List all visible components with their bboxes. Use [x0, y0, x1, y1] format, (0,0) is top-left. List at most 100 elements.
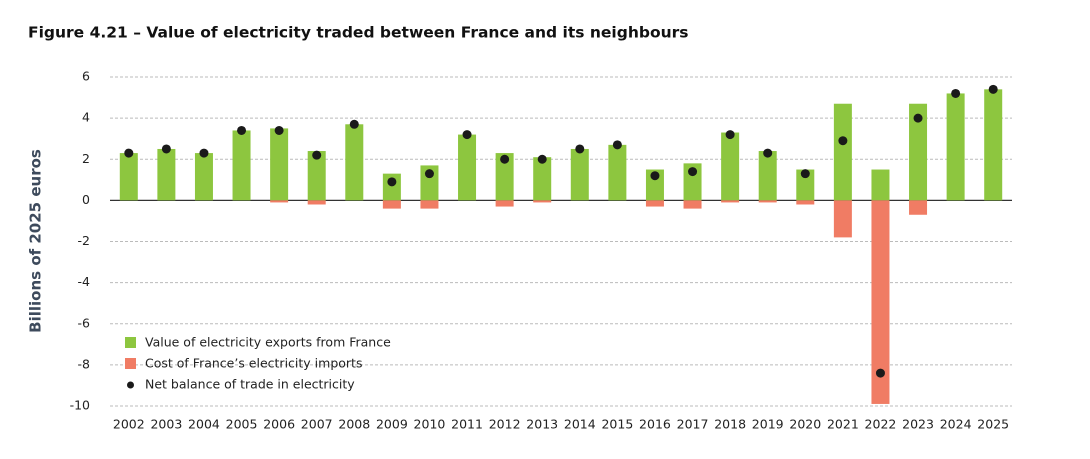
- point: [537, 154, 547, 164]
- bar: [758, 151, 777, 201]
- point: [838, 136, 848, 146]
- x-tick-label: 2012: [489, 417, 521, 432]
- x-tick-label: 2003: [150, 417, 182, 432]
- bar: [721, 132, 740, 201]
- legend-swatch: [125, 337, 136, 348]
- point: [462, 130, 472, 140]
- point: [725, 130, 735, 140]
- bar: [382, 173, 401, 201]
- point: [199, 148, 209, 158]
- chart-title: Figure 4.21 – Value of electricity trade…: [28, 24, 689, 42]
- bar: [909, 200, 928, 215]
- legend-swatch: [125, 358, 136, 369]
- x-tick-label: 2020: [789, 417, 821, 432]
- x-tick-label: 2019: [752, 417, 784, 432]
- y-tick-label: -6: [78, 315, 91, 330]
- point: [124, 148, 134, 158]
- x-tick-label: 2004: [188, 417, 220, 432]
- point: [650, 171, 660, 181]
- bar: [307, 200, 326, 205]
- bar: [420, 200, 439, 209]
- bar: [645, 200, 664, 207]
- bar: [758, 200, 777, 203]
- x-tick-label: 2011: [451, 417, 483, 432]
- bar: [533, 157, 552, 201]
- point: [612, 140, 622, 150]
- point: [575, 144, 585, 154]
- point: [688, 167, 698, 177]
- y-axis-label: Billions of 2025 euros: [27, 149, 45, 333]
- bar: [984, 89, 1003, 201]
- x-tick-label: 2013: [526, 417, 558, 432]
- x-tick-label: 2005: [226, 417, 258, 432]
- y-tick-label: -8: [78, 356, 91, 371]
- bar: [683, 163, 702, 201]
- y-tick-label: -4: [78, 274, 91, 289]
- x-tick-label: 2022: [865, 417, 897, 432]
- legend-label: Cost of France’s electricity imports: [145, 356, 362, 371]
- bar: [119, 153, 138, 201]
- y-tick-label: 0: [82, 192, 90, 207]
- bar: [382, 200, 401, 209]
- bar: [683, 200, 702, 209]
- bar: [796, 169, 815, 201]
- legend-label: Net balance of trade in electricity: [145, 377, 355, 392]
- y-tick-label: -2: [78, 233, 90, 248]
- x-tick-label: 2010: [414, 417, 446, 432]
- legend-swatch: [127, 381, 134, 389]
- bar: [232, 130, 251, 201]
- x-tick-label: 2009: [376, 417, 408, 432]
- bar: [307, 151, 326, 201]
- x-tick-label: 2014: [564, 417, 596, 432]
- point: [312, 150, 322, 160]
- point: [387, 177, 397, 187]
- bar: [909, 103, 928, 201]
- point: [349, 119, 359, 129]
- bar: [194, 153, 213, 201]
- point: [500, 154, 510, 164]
- bar: [495, 153, 514, 201]
- y-tick-label: 6: [82, 69, 90, 84]
- bar: [157, 148, 176, 201]
- y-tick-label: 4: [82, 110, 90, 125]
- point: [875, 368, 885, 378]
- point: [424, 169, 434, 179]
- bar: [270, 200, 289, 203]
- x-tick-label: 2024: [940, 417, 972, 432]
- x-tick-label: 2016: [639, 417, 671, 432]
- bar: [570, 148, 589, 201]
- point: [274, 125, 284, 135]
- bar: [721, 200, 740, 203]
- bar: [458, 134, 477, 201]
- bar: [270, 128, 289, 201]
- x-tick-label: 2021: [827, 417, 859, 432]
- bar: [345, 124, 364, 201]
- point: [913, 113, 923, 123]
- point: [800, 169, 810, 179]
- bar: [608, 144, 627, 201]
- legend-label: Value of electricity exports from France: [145, 335, 391, 350]
- bar: [420, 165, 439, 201]
- bar: [946, 93, 965, 201]
- x-tick-label: 2007: [301, 417, 333, 432]
- bar: [533, 200, 552, 203]
- y-tick-label: 2: [82, 151, 90, 166]
- y-tick-label: -10: [70, 398, 90, 413]
- bar: [796, 200, 815, 205]
- point: [237, 125, 247, 135]
- x-tick-label: 2025: [977, 417, 1009, 432]
- bar: [645, 169, 664, 201]
- x-tick-label: 2015: [601, 417, 633, 432]
- point: [161, 144, 171, 154]
- point: [951, 88, 961, 98]
- x-tick-label: 2018: [714, 417, 746, 432]
- bar: [833, 200, 852, 238]
- point: [988, 84, 998, 94]
- x-tick-label: 2008: [338, 417, 370, 432]
- bar: [871, 169, 890, 201]
- x-tick-label: 2023: [902, 417, 934, 432]
- x-tick-label: 2002: [113, 417, 145, 432]
- x-tick-label: 2006: [263, 417, 295, 432]
- point: [763, 148, 773, 158]
